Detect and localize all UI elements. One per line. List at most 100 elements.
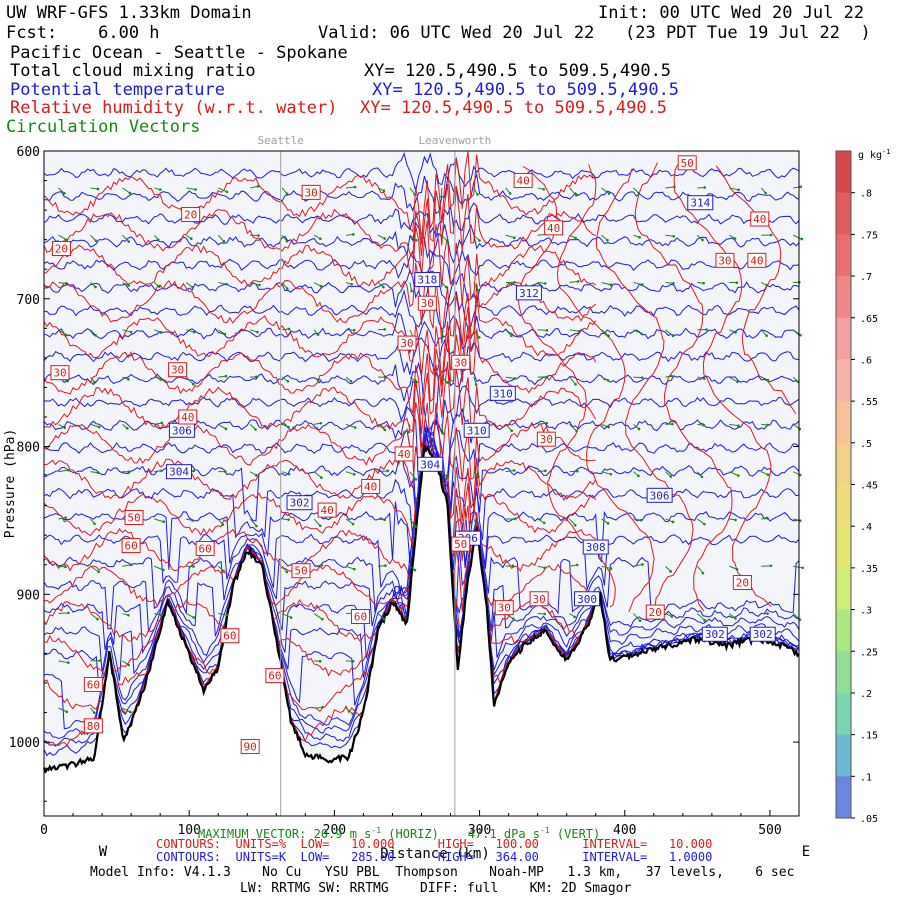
vector-head xyxy=(609,472,613,476)
vector-head xyxy=(575,429,578,433)
vector-head xyxy=(351,522,355,526)
vector-arrow xyxy=(505,234,515,239)
vector-arrow xyxy=(58,660,69,664)
colorbar-level-label: .45 xyxy=(860,481,878,492)
vector-arrow xyxy=(186,329,195,333)
vector-head xyxy=(353,185,357,189)
rh-contour-label-box xyxy=(181,207,201,223)
vector-arrow xyxy=(729,376,738,383)
vector-head xyxy=(386,469,389,473)
vector-head xyxy=(383,375,387,379)
rh-contour-line xyxy=(43,262,597,346)
vector-head xyxy=(441,432,445,435)
theta-contour-label: 306 xyxy=(650,489,670,502)
vector-head xyxy=(640,376,644,379)
vector-head xyxy=(606,379,610,382)
vector-head xyxy=(256,330,259,334)
vector-head xyxy=(127,284,131,287)
colorbar-swatch xyxy=(836,234,851,277)
vector-head xyxy=(97,425,101,429)
vector-head xyxy=(734,330,737,334)
theta-contour-label-box xyxy=(701,626,728,642)
vector-arrow xyxy=(249,518,257,527)
vector-head xyxy=(129,330,133,334)
rh-contour-label: 60 xyxy=(87,678,100,691)
vector-head xyxy=(638,619,642,623)
vector-arrow xyxy=(505,424,513,432)
vector-head xyxy=(257,234,260,237)
theta-contour-label-box xyxy=(515,285,542,301)
vector-head xyxy=(256,185,260,188)
rh-contour-label: 80 xyxy=(87,720,100,733)
vector-head xyxy=(156,238,160,242)
vector-arrow xyxy=(569,424,577,432)
vector-head xyxy=(510,334,513,338)
theta-contour-line xyxy=(43,337,800,378)
rh-contour-label-box xyxy=(265,668,285,684)
rh-contour-label: 50 xyxy=(681,157,694,170)
vector-head xyxy=(702,423,706,427)
y-axis-label: Pressure (hPa) xyxy=(3,429,18,539)
colorbar-swatch xyxy=(836,734,851,777)
vector-head xyxy=(93,380,96,384)
y-tick-label: 900 xyxy=(17,588,40,603)
rh-contour-label: 20 xyxy=(184,209,197,222)
max-vector-title: MAXIMUM VECTOR: xyxy=(198,827,307,841)
region-label: Pacific Ocean - Seattle - Spokane xyxy=(10,43,348,63)
vector-head xyxy=(606,522,610,525)
field-cloud-xy: XY= 120.5,490.5 to 509.5,490.5 xyxy=(364,61,672,81)
vector-arrow xyxy=(345,186,356,189)
vector-head xyxy=(415,239,418,242)
vector-head xyxy=(542,187,546,191)
vector-arrow xyxy=(313,518,321,527)
vector-head xyxy=(222,239,226,243)
theta-contour-label-box xyxy=(414,272,441,288)
vector-arrow xyxy=(760,329,767,336)
vector-head xyxy=(97,570,100,574)
vector-head xyxy=(350,283,354,286)
vector-head xyxy=(766,517,769,520)
colorbar-level-label: .65 xyxy=(860,314,878,325)
vector-head xyxy=(478,239,481,242)
vector-head xyxy=(639,518,643,522)
vector-head xyxy=(669,570,672,573)
rh-contour-label-box xyxy=(168,362,188,378)
vector-head xyxy=(736,380,739,384)
vector-head xyxy=(735,567,739,571)
vector-head xyxy=(476,288,479,292)
vector-arrow xyxy=(58,282,67,285)
vector-arrow xyxy=(409,471,417,480)
rh-contour-label-box xyxy=(317,502,337,518)
vector-arrow xyxy=(281,282,288,289)
max-vector-vert-unit: (VERT) xyxy=(556,827,601,841)
vector-head xyxy=(96,617,99,621)
rh-contour-label-box xyxy=(536,431,556,447)
max-vector-label: MAXIMUM VECTOR: 20.9 m s-1 (HORIZ) 47.1 … xyxy=(198,826,601,841)
vector-head xyxy=(670,615,674,618)
vector-head xyxy=(765,283,769,287)
colorbar-swatch xyxy=(836,609,851,652)
vector-arrow xyxy=(58,707,68,713)
vector-head xyxy=(410,289,413,293)
vector-head xyxy=(575,563,579,567)
vector-arrow xyxy=(58,612,69,615)
theta-contour-label: 304 xyxy=(420,458,440,471)
vector-head xyxy=(670,422,674,426)
vector-head xyxy=(640,332,643,335)
vector-head xyxy=(670,374,673,378)
vector-arrow xyxy=(729,423,739,427)
vector-arrow xyxy=(697,518,705,525)
vector-head xyxy=(703,186,706,189)
vector-head xyxy=(224,470,227,473)
colorbar-swatch xyxy=(836,651,851,694)
colorbar-unit: g kg-1 xyxy=(858,148,891,161)
vector-head xyxy=(576,469,579,473)
rh-contour-label: 30 xyxy=(540,433,553,446)
vector-head xyxy=(192,469,195,473)
vector-arrow xyxy=(218,613,227,616)
vector-head xyxy=(353,567,356,571)
rh-contour-label-box xyxy=(301,184,321,200)
vector-arrow xyxy=(697,613,706,621)
vector-arrow xyxy=(186,187,196,191)
vector-head xyxy=(641,283,644,286)
